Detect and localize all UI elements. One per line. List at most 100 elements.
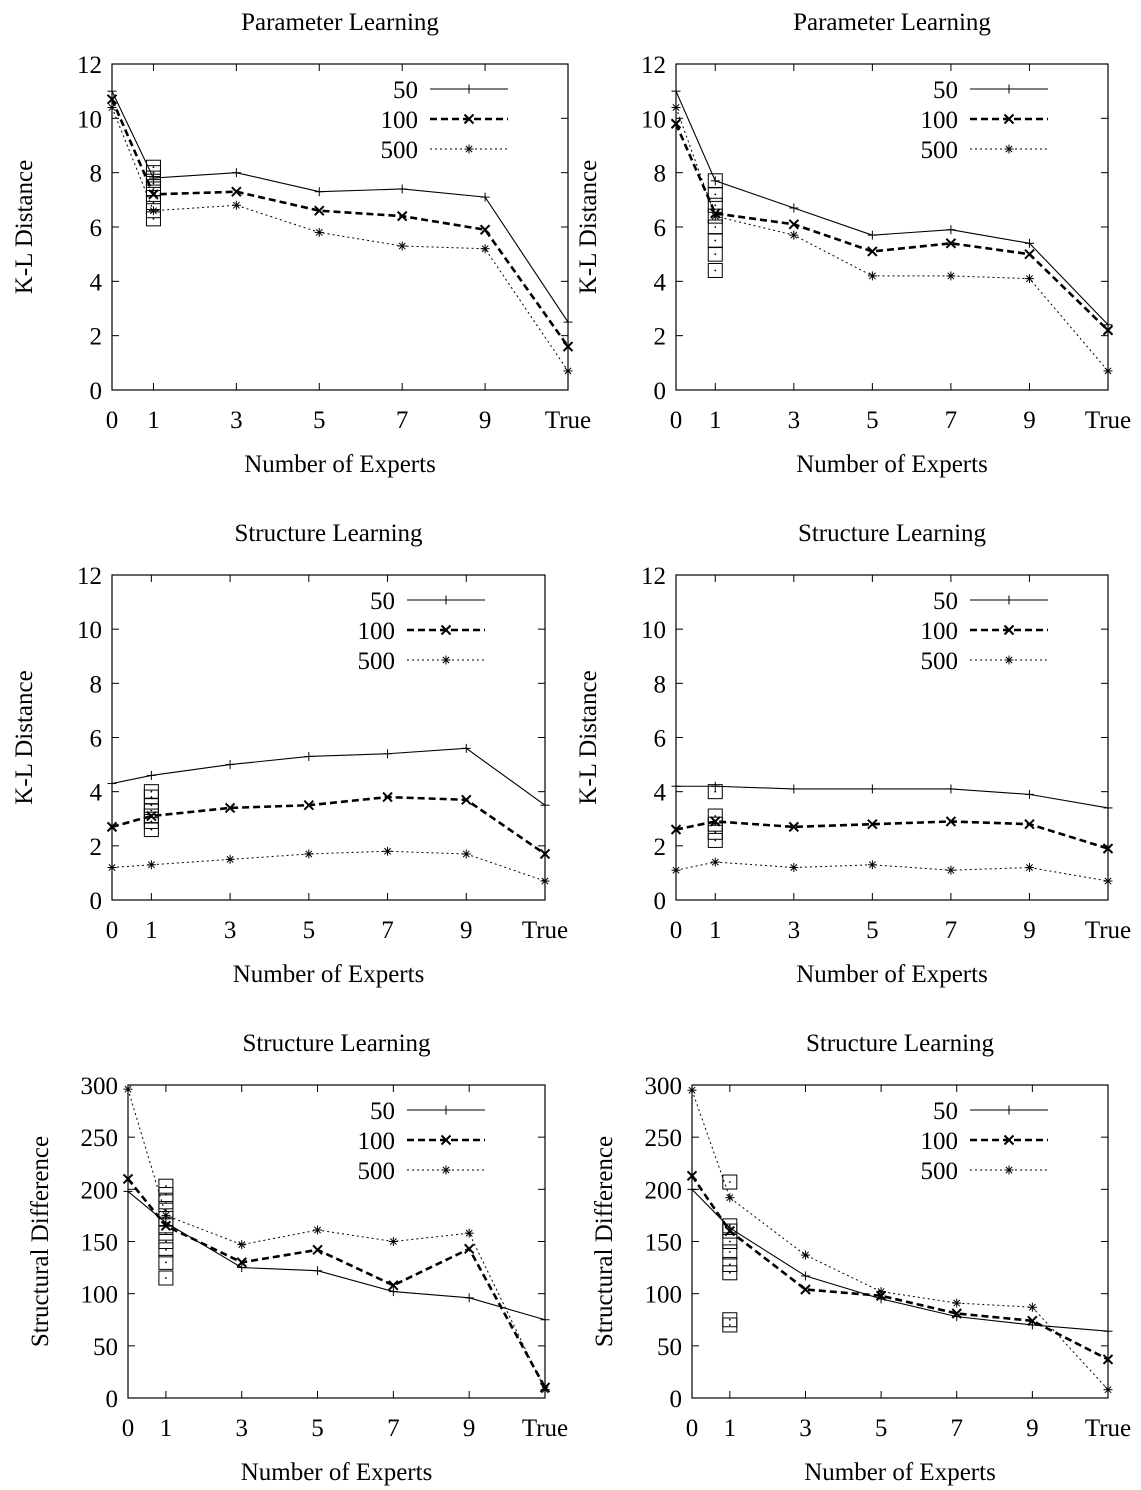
expert-box-marker bbox=[707, 808, 723, 824]
data-point-500 bbox=[480, 244, 490, 254]
data-point-50 bbox=[225, 760, 235, 770]
chart-title: Parameter Learning bbox=[793, 9, 991, 36]
data-point-50 bbox=[540, 800, 550, 810]
y-tick-label: 0 bbox=[654, 888, 667, 915]
expert-box-marker bbox=[722, 1312, 738, 1328]
x-tick-label: True bbox=[522, 917, 568, 944]
x-axis-label: Number of Experts bbox=[796, 961, 988, 988]
expert-box-dot bbox=[165, 1248, 167, 1251]
expert-box-marker bbox=[145, 203, 161, 219]
data-point-500 bbox=[146, 860, 156, 870]
legend-label: 100 bbox=[381, 107, 419, 134]
x-tick-label: True bbox=[522, 1415, 568, 1442]
expert-box-dot bbox=[152, 188, 155, 190]
series-line-50 bbox=[691, 1188, 1109, 1332]
data-point-500 bbox=[123, 1084, 133, 1094]
expert-box-marker bbox=[707, 824, 723, 840]
expert-box-marker bbox=[722, 1218, 738, 1234]
legend: 50 100 500 bbox=[358, 588, 485, 675]
x-tick-label: 9 bbox=[479, 407, 492, 434]
expert-box-marker bbox=[707, 832, 723, 848]
legend: 50 100 500 bbox=[381, 77, 508, 164]
data-point-100 bbox=[788, 821, 800, 833]
x-tick-label: 3 bbox=[788, 917, 801, 944]
data-point-100 bbox=[670, 824, 682, 835]
expert-box-marker bbox=[707, 208, 723, 224]
x-axis-label: Number of Experts bbox=[241, 1459, 433, 1486]
expert-box-marker bbox=[722, 1174, 738, 1190]
data-point-100 bbox=[800, 1284, 811, 1295]
expert-box-dot bbox=[152, 201, 155, 204]
data-point-50 bbox=[946, 225, 956, 235]
x-tick-label: 0 bbox=[686, 1415, 699, 1442]
x-tick-label: 0 bbox=[106, 917, 119, 944]
series-line-50 bbox=[127, 1190, 546, 1321]
data-point-100 bbox=[539, 848, 551, 860]
legend-label: 50 bbox=[933, 588, 958, 615]
x-tick-label: 1 bbox=[709, 407, 722, 434]
expert-box-marker bbox=[143, 784, 159, 800]
data-point-100 bbox=[945, 238, 957, 249]
x-tick-label: 5 bbox=[303, 917, 316, 944]
x-tick-label: 3 bbox=[224, 917, 237, 944]
series-line-100 bbox=[111, 795, 546, 856]
y-tick-label: 2 bbox=[90, 324, 103, 351]
x-tick-label: 5 bbox=[875, 1415, 888, 1442]
expert-box-dot bbox=[714, 253, 717, 256]
legend-label: 500 bbox=[358, 648, 396, 675]
legend-label: 100 bbox=[921, 107, 959, 134]
data-point-50 bbox=[1024, 789, 1034, 799]
legend-label: 50 bbox=[933, 1098, 958, 1125]
data-point-100 bbox=[312, 1244, 323, 1256]
data-point-50 bbox=[946, 784, 956, 794]
data-point-100 bbox=[867, 246, 878, 257]
x-tick-label: 0 bbox=[106, 407, 119, 434]
data-point-100 bbox=[1102, 1354, 1114, 1365]
data-point-100 bbox=[867, 818, 878, 830]
x-tick-label: 7 bbox=[387, 1415, 400, 1442]
y-tick-label: 8 bbox=[90, 671, 103, 698]
legend-label: 50 bbox=[393, 77, 418, 104]
data-point-50 bbox=[148, 173, 158, 183]
x-tick-label: True bbox=[1085, 407, 1131, 434]
x-tick-label: 1 bbox=[145, 917, 158, 944]
expert-box-marker bbox=[158, 1234, 174, 1249]
legend: 50 100 500 bbox=[921, 1098, 1048, 1185]
expert-box-dot bbox=[165, 1277, 167, 1279]
data-point-500 bbox=[867, 271, 877, 281]
expert-box-marker bbox=[707, 173, 723, 189]
plot-frame bbox=[675, 574, 1109, 901]
data-point-50 bbox=[1103, 1326, 1113, 1336]
y-tick-label: 300 bbox=[645, 1073, 683, 1100]
expert-box-dot bbox=[165, 1185, 167, 1188]
y-tick-label: 150 bbox=[81, 1230, 119, 1257]
y-axis-label: K-L Distance bbox=[11, 160, 38, 294]
data-point-100 bbox=[951, 1308, 962, 1319]
x-tick-label: 9 bbox=[1026, 1415, 1039, 1442]
data-point-50 bbox=[107, 779, 117, 789]
expert-box-dot bbox=[152, 217, 155, 220]
expert-box-dot bbox=[728, 1251, 731, 1253]
y-tick-label: 50 bbox=[657, 1334, 682, 1361]
data-point-50 bbox=[867, 230, 877, 240]
legend: 50 100 500 bbox=[921, 77, 1048, 164]
y-axis-label: K-L Distance bbox=[575, 670, 602, 804]
legend-label: 100 bbox=[921, 1128, 959, 1155]
y-tick-label: 10 bbox=[77, 106, 102, 133]
data-point-500 bbox=[671, 102, 681, 112]
expert-box-dot bbox=[728, 1240, 731, 1243]
x-axis-label: Number of Experts bbox=[244, 451, 436, 478]
data-point-500 bbox=[946, 271, 956, 281]
chart-title: Structure Learning bbox=[798, 520, 987, 547]
expert-box-dot bbox=[165, 1240, 167, 1243]
data-point-50 bbox=[789, 784, 799, 794]
legend-marker-50 bbox=[1004, 595, 1014, 605]
y-tick-label: 8 bbox=[654, 161, 667, 188]
expert-box-dot bbox=[152, 182, 155, 185]
legend-marker-50 bbox=[441, 595, 451, 605]
data-point-50 bbox=[800, 1271, 810, 1281]
data-point-500 bbox=[107, 863, 117, 872]
x-axis-label: Number of Experts bbox=[796, 451, 988, 478]
plot-frame bbox=[691, 1084, 1109, 1399]
